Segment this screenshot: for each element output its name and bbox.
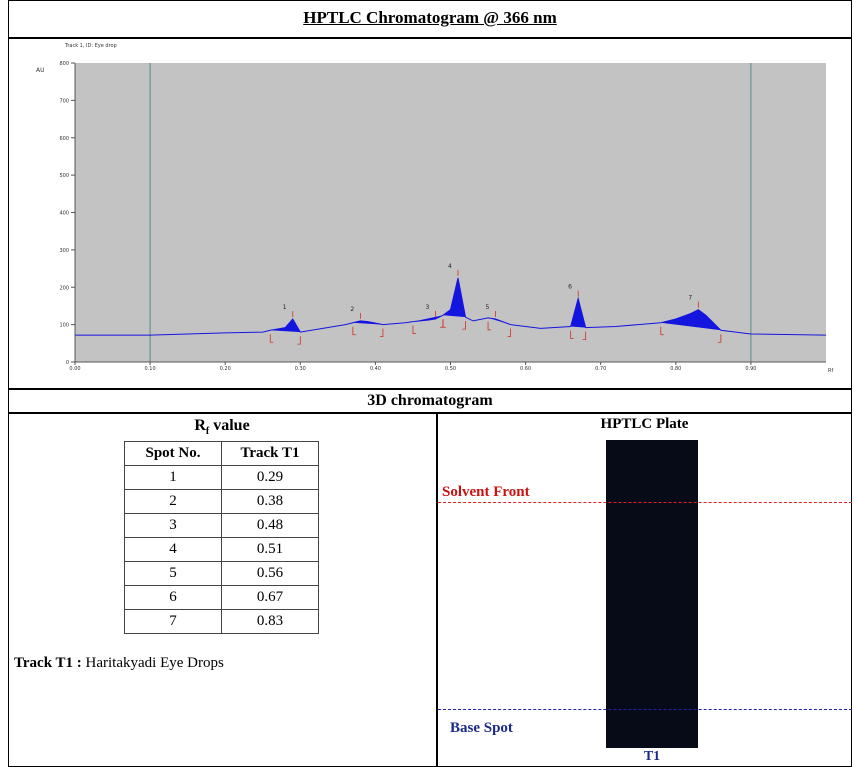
- table-cell: 0.29: [222, 466, 319, 490]
- section-title: 3D chromatogram: [8, 392, 852, 410]
- table-cell: 7: [125, 610, 222, 634]
- base-spot-label: Base Spot: [450, 720, 513, 737]
- table-cell: Track T1: [222, 442, 319, 466]
- table-cell: 4: [125, 538, 222, 562]
- table-cell: 0.83: [222, 610, 319, 634]
- divider: [436, 412, 438, 767]
- page: HPTLC Chromatogram @ 366 nm 3D chromatog…: [0, 0, 854, 767]
- rf-title-main: R: [194, 417, 206, 434]
- x-tick-label: 0.80: [670, 366, 681, 372]
- x-tick-label: 0.50: [445, 366, 456, 372]
- table-cell: 3: [125, 514, 222, 538]
- table-cell: 0.48: [222, 514, 319, 538]
- peak-label: 3: [425, 304, 429, 311]
- peak-label: 6: [568, 283, 572, 290]
- table-cell: 0.51: [222, 538, 319, 562]
- y-tick-label: 800: [59, 61, 69, 67]
- track-note: Track T1 : Haritakyadi Eye Drops: [14, 655, 224, 672]
- x-tick-label: 0.90: [745, 366, 756, 372]
- x-tick-label: 0.60: [520, 366, 531, 372]
- track-note-key: Track T1 :: [14, 655, 82, 671]
- track-label: T1: [606, 749, 698, 765]
- table-cell: 1: [125, 466, 222, 490]
- peak-label: 1: [283, 304, 287, 311]
- y-axis-label: AU: [36, 67, 45, 74]
- y-tick-label: 200: [59, 285, 69, 291]
- y-tick-label: 300: [59, 248, 69, 254]
- x-tick-label: 0.10: [145, 366, 156, 372]
- table-cell: 0.56: [222, 562, 319, 586]
- figure-title: HPTLC Chromatogram @ 366 nm: [8, 8, 852, 28]
- table-cell: 5: [125, 562, 222, 586]
- table-cell: 0.67: [222, 586, 319, 610]
- x-tick-label: 0.20: [220, 366, 231, 372]
- y-tick-label: 600: [59, 136, 69, 142]
- table-row: Spot No.Track T1: [125, 442, 319, 466]
- x-tick-label: 0.40: [370, 366, 381, 372]
- x-tick-label: 0.30: [295, 366, 306, 372]
- table-cell: 6: [125, 586, 222, 610]
- y-tick-label: 700: [59, 98, 69, 104]
- peak-label: 4: [448, 263, 452, 270]
- divider: [8, 388, 852, 390]
- peak-label: 2: [350, 306, 354, 313]
- y-tick-label: 500: [59, 173, 69, 179]
- chromatogram: Track 1, ID: Eye dropAURf010020030040050…: [8, 39, 851, 387]
- solvent-front-line: [438, 502, 852, 503]
- table-cell: 0.38: [222, 490, 319, 514]
- x-axis-label: Rf: [828, 368, 833, 374]
- table-cell: Spot No.: [125, 442, 222, 466]
- rf-title: Rf value: [124, 417, 320, 437]
- y-tick-label: 100: [59, 323, 69, 329]
- peak-label: 5: [486, 304, 490, 311]
- base-spot-line: [438, 709, 852, 710]
- track-label: Track 1, ID: Eye drop: [64, 43, 117, 49]
- divider: [8, 412, 852, 414]
- plate-image: [606, 440, 698, 748]
- y-tick-label: 400: [59, 211, 69, 217]
- plate-title: HPTLC Plate: [437, 416, 852, 433]
- track-note-text: Haritakyadi Eye Drops: [82, 655, 224, 671]
- table-cell: 2: [125, 490, 222, 514]
- x-tick-label: 0.70: [595, 366, 606, 372]
- peak-label: 7: [688, 295, 692, 302]
- rf-title-rest: value: [209, 417, 249, 434]
- plot-background: [75, 63, 826, 362]
- solvent-front-label: Solvent Front: [442, 484, 530, 501]
- x-tick-label: 0.00: [69, 366, 80, 372]
